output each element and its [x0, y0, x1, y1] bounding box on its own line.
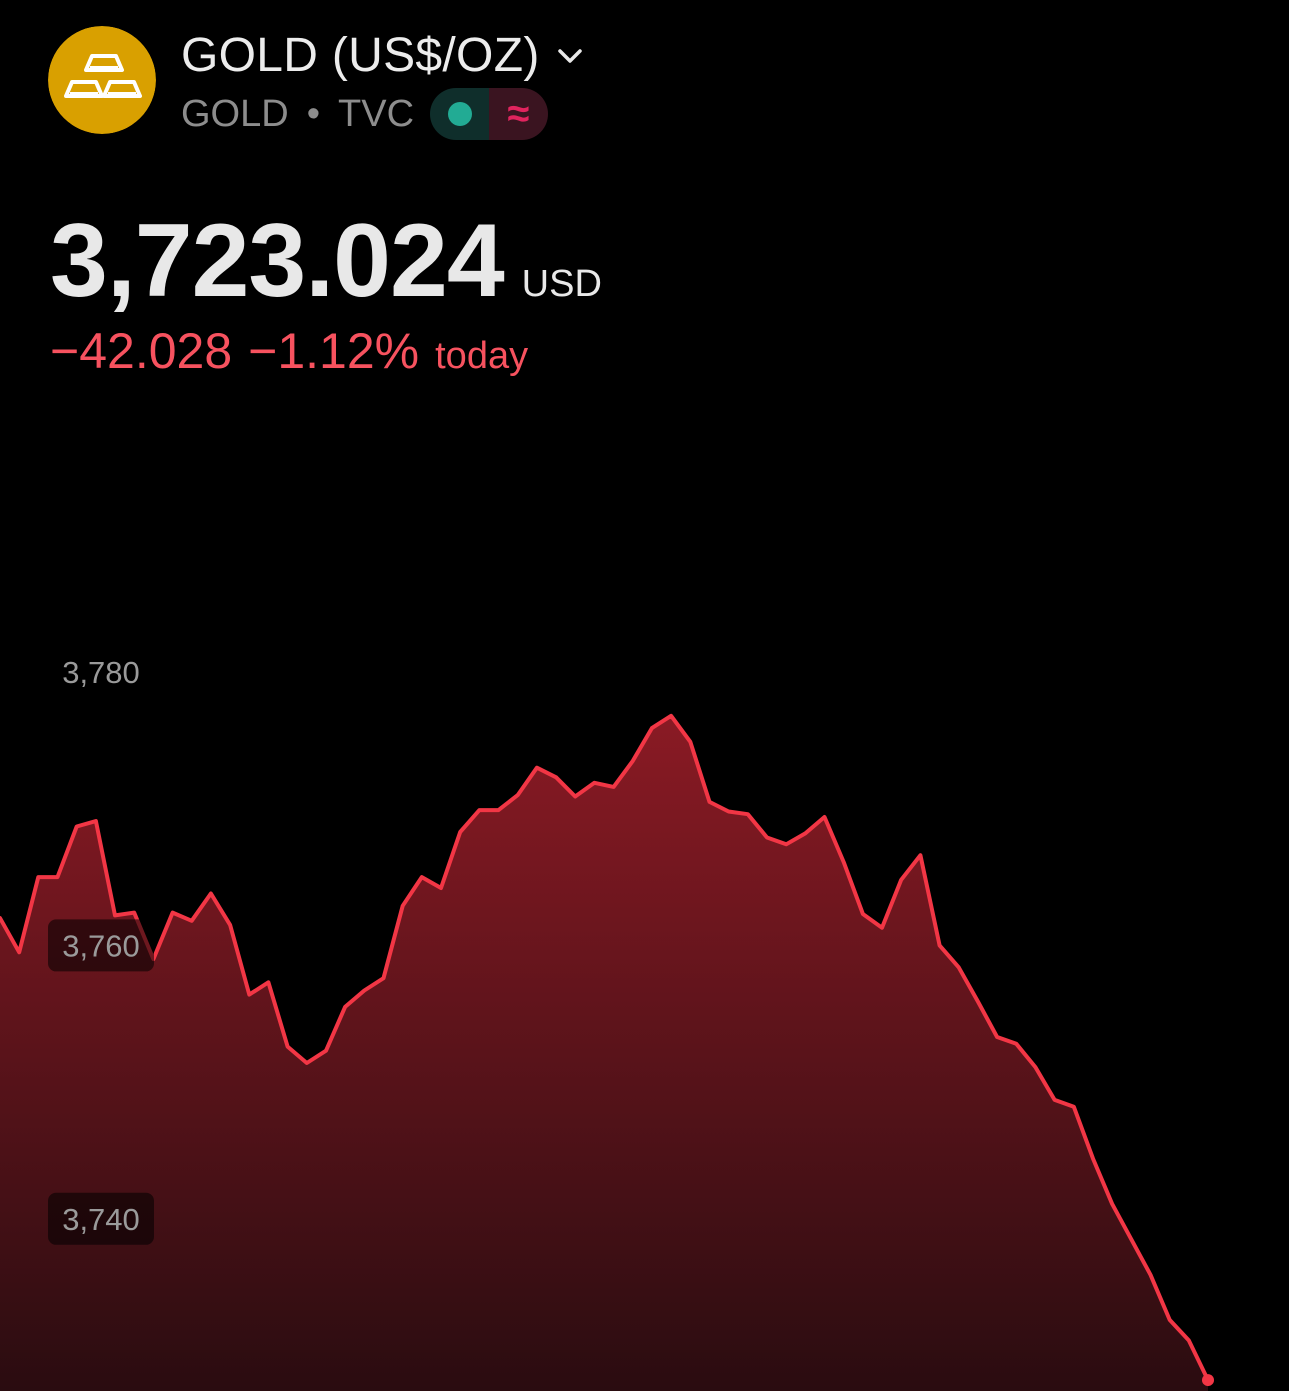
- market-open-indicator: [430, 88, 490, 140]
- wave-icon: ≈: [507, 92, 530, 136]
- symbol-header: GOLD (US$/OZ) GOLD • TVC ≈: [48, 26, 748, 140]
- ticker-label: GOLD: [181, 92, 289, 135]
- currency-label: USD: [521, 263, 602, 305]
- y-tick-label: 3,760: [62, 928, 140, 963]
- y-axis: 3,780 3,760 3,740: [48, 655, 154, 1245]
- symbol-name: GOLD (US$/OZ): [181, 29, 540, 82]
- price-change-percent: −1.12%: [248, 323, 420, 379]
- series-line: [0, 713, 1210, 1383]
- y-tick-label-bg: [48, 1192, 154, 1245]
- y-tick-label-bg: [48, 919, 154, 972]
- price-block: 3,723.024 USD: [50, 202, 602, 321]
- symbol-meta: GOLD • TVC ≈: [181, 88, 549, 140]
- chart-area-fill: [0, 715, 1208, 1391]
- price-chart[interactable]: 3,780 3,760 3,740: [0, 560, 1289, 1391]
- market-status-pill[interactable]: ≈: [430, 88, 549, 140]
- y-tick-label: 3,740: [62, 1202, 140, 1237]
- gold-bars-icon: [48, 26, 156, 134]
- change-row: −42.028 −1.12% today: [50, 322, 528, 380]
- price-change: −42.028: [50, 323, 233, 379]
- exchange-label: TVC: [338, 92, 415, 135]
- chevron-down-icon: [554, 40, 586, 72]
- y-tick-label: 3,780: [62, 655, 140, 690]
- data-delay-indicator: ≈: [489, 88, 549, 140]
- change-period-label: today: [435, 335, 529, 377]
- market-status-dot-icon: [447, 102, 472, 126]
- last-price: 3,723.024: [50, 203, 505, 319]
- meta-separator: •: [306, 92, 321, 135]
- last-price-point: [1202, 1374, 1214, 1387]
- symbol-selector[interactable]: GOLD (US$/OZ): [181, 28, 586, 83]
